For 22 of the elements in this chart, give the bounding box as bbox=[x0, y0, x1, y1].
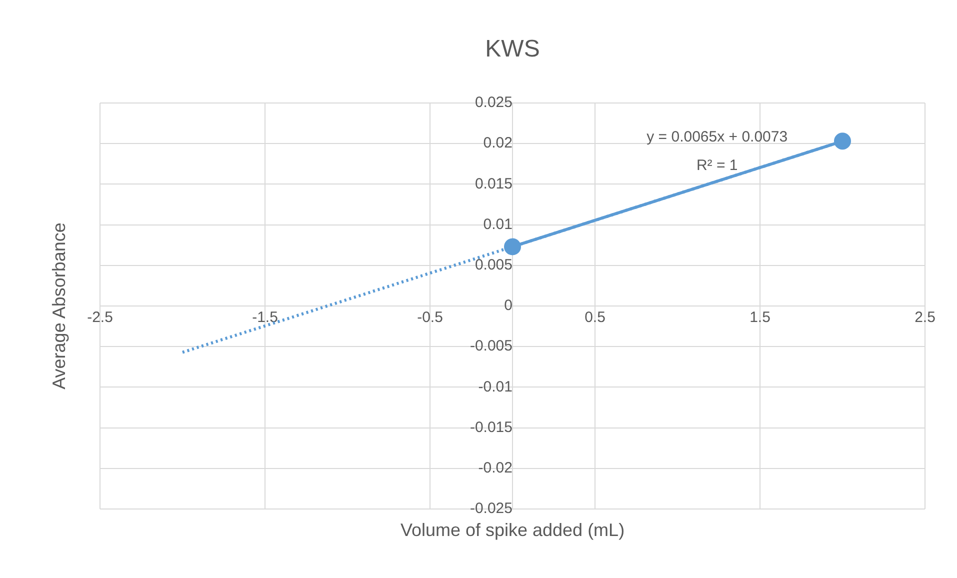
annotation: R² = 1 bbox=[696, 157, 738, 174]
y-tick-label: 0.01 bbox=[483, 216, 512, 233]
y-tick-label: -0.01 bbox=[478, 378, 512, 396]
y-tick-label: 0.015 bbox=[474, 175, 512, 192]
chart-title: KWS bbox=[485, 36, 540, 63]
y-tick-label: -0.015 bbox=[470, 418, 512, 436]
y-tick-label: -0.025 bbox=[470, 500, 512, 518]
y-tick-label: -0.005 bbox=[470, 338, 512, 355]
y-axis-title: Average Absorbance bbox=[48, 222, 69, 390]
x-axis-title: Volume of spike added (mL) bbox=[400, 520, 625, 540]
x-tick-label: 2.5 bbox=[914, 309, 936, 326]
y-tick-label: 0.025 bbox=[474, 94, 512, 112]
y-tick-label: 0.005 bbox=[474, 256, 512, 274]
x-tick-label: -0.5 bbox=[417, 309, 443, 326]
y-tick-label: 0.02 bbox=[483, 134, 512, 152]
y-tick-label: 0 bbox=[504, 297, 512, 314]
x-tick-label: 0.5 bbox=[584, 309, 606, 326]
x-tick-label: -1.5 bbox=[252, 309, 278, 326]
x-tick-label: 1.5 bbox=[750, 309, 770, 326]
y-tick-label: -0.02 bbox=[478, 460, 512, 477]
annotation: y = 0.0065x + 0.0073 bbox=[646, 128, 788, 146]
x-tick-label: -2.5 bbox=[87, 309, 113, 326]
